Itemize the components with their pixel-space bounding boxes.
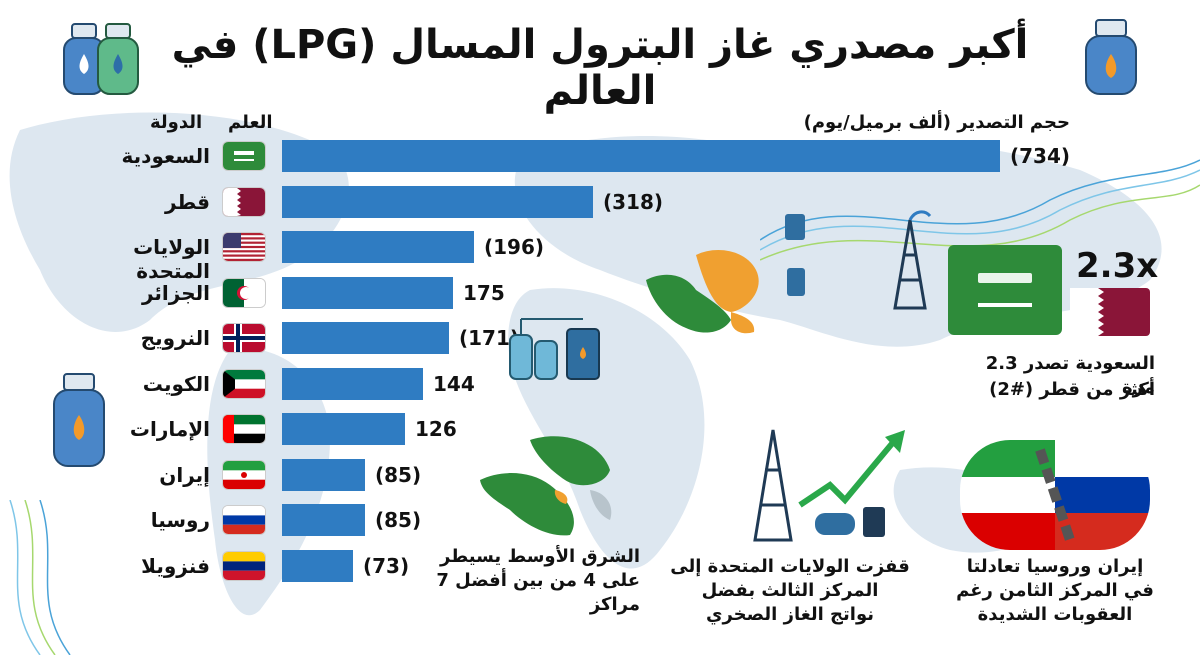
data-label: 126: [415, 417, 457, 441]
iran-russia-chain-icon: [960, 440, 1150, 550]
data-label: 175: [463, 280, 505, 305]
note-iran-russia-line: إيران وروسيا تعادلتا: [966, 556, 1144, 577]
swirl-decoration-left: [9, 500, 71, 655]
bar: [282, 549, 353, 582]
note-iran-russia-line: في المركز الثامن رغم: [956, 580, 1154, 601]
storage-tanks-icon: [509, 318, 600, 380]
category-label: الجزائر: [141, 280, 210, 305]
gas-cylinder-flame-icon: [1085, 19, 1137, 95]
middle-east-map-small: [480, 436, 612, 536]
usa-flag: [223, 233, 265, 261]
note-iran-russia: إيران وروسيا تعادلتا في المركز الثامن رغ…: [950, 555, 1160, 627]
ratio-value: 2.3x: [1076, 246, 1159, 286]
header-country: الدولة: [150, 112, 203, 133]
category-label: السعودية: [121, 144, 210, 168]
algeria-flag: [223, 278, 265, 307]
swirl-decoration: [760, 159, 1200, 261]
uae-flag: [223, 415, 265, 443]
norway-flag: [223, 324, 265, 352]
data-label: (85): [375, 462, 422, 487]
note-usa: قفزت الولايات المتحدة إلى المركز الثالث …: [665, 555, 915, 627]
category-label: فنزويلا: [141, 553, 210, 578]
note-middle-east-line: مراكز: [589, 594, 640, 615]
note-middle-east-line: على 4 من بين أفضل 7: [436, 570, 640, 591]
category-label: الإمارات: [129, 417, 210, 441]
saudi-flag-large: [948, 245, 1062, 335]
category-label: إيران: [159, 462, 210, 487]
category-label: الولايات المتحدة: [133, 235, 210, 283]
note-middle-east-line: الشرق الأوسط يسيطر: [440, 546, 640, 567]
category-label: روسيا: [150, 508, 210, 532]
ratio-text-line2: أكثر من قطر (#2): [989, 379, 1155, 400]
header-volume: حجم التصدير (ألف برميل/يوم): [803, 112, 1070, 133]
kuwait-flag: [223, 369, 265, 398]
bar: [282, 231, 474, 263]
note-middle-east: الشرق الأوسط يسيطر على 4 من بين أفضل 7 م…: [430, 545, 640, 617]
iran-flag: [223, 460, 265, 489]
note-usa-line: نواتج الغاز الصخري: [705, 604, 875, 625]
saudi-flag: [223, 142, 265, 170]
valve-icons: [785, 214, 805, 296]
note-usa-line: قفزت الولايات المتحدة إلى: [670, 556, 910, 577]
category-label: قطر: [164, 189, 210, 214]
bar: [282, 367, 423, 400]
oil-derrick-icon: [893, 210, 932, 310]
qatar-flag-large: [1070, 288, 1150, 336]
data-label: (318): [603, 189, 664, 214]
bar: [282, 185, 593, 218]
header-flag: العلم: [228, 112, 273, 133]
qatar-flag: [223, 187, 265, 216]
data-label: 144: [433, 371, 475, 396]
derrick-growth-icon: [753, 429, 905, 542]
category-label: الكويت: [142, 371, 210, 396]
bar: [282, 413, 405, 445]
data-label: (734): [1010, 144, 1071, 168]
bar: [282, 504, 365, 536]
bar: [282, 276, 453, 309]
middle-east-map: [646, 250, 759, 334]
note-iran-russia-line: العقوبات الشديدة: [977, 604, 1133, 625]
bar: [282, 458, 365, 491]
ratio-text-line1: السعودية تصدر 2.3 مرة: [985, 353, 1155, 398]
gas-cylinder-left-icon: [53, 373, 105, 467]
data-label: (85): [375, 508, 422, 532]
gas-cylinders-icon: [63, 23, 139, 95]
bar: [282, 322, 449, 354]
bar: [282, 140, 1000, 172]
venezuela-flag: [223, 551, 265, 580]
data-label: (196): [484, 235, 545, 259]
category-label: النرويج: [140, 326, 210, 350]
page-title: أكبر مصدري غاز البترول المسال (LPG) في ا…: [171, 22, 1029, 114]
russia-flag: [223, 506, 265, 534]
note-usa-line: المركز الثالث بفضل: [701, 580, 879, 601]
data-label: (73): [363, 553, 410, 578]
